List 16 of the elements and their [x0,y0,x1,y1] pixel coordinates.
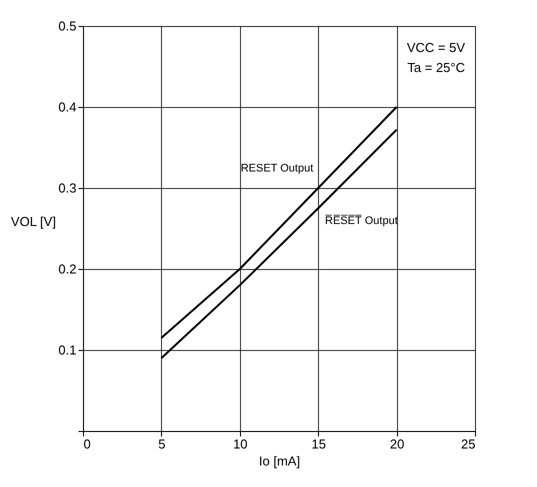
x-tick-label: 0 [84,436,91,452]
y-tick-label: 0.2 [58,262,76,276]
x-tick-label: 25 [461,436,476,452]
y-tick-label: 0.4 [58,100,76,114]
y-tick-label: 0.5 [58,18,76,34]
x-axis-title: Io [mA] [258,454,300,468]
y-axis-title: VOL [V] [10,214,56,229]
y-tick-label: 0.3 [58,180,76,196]
x-tick-label: 5 [158,436,166,452]
annotation: VCC = 5V [406,40,466,55]
y-tick-label: 0.1 [58,342,76,358]
x-tick-label: 10 [233,436,248,452]
x-tick-label: 15 [311,436,326,452]
x-tick-label: 20 [390,436,404,452]
annotation: Ta = 25°C [407,60,465,75]
series-label: RESET Output [240,162,314,174]
